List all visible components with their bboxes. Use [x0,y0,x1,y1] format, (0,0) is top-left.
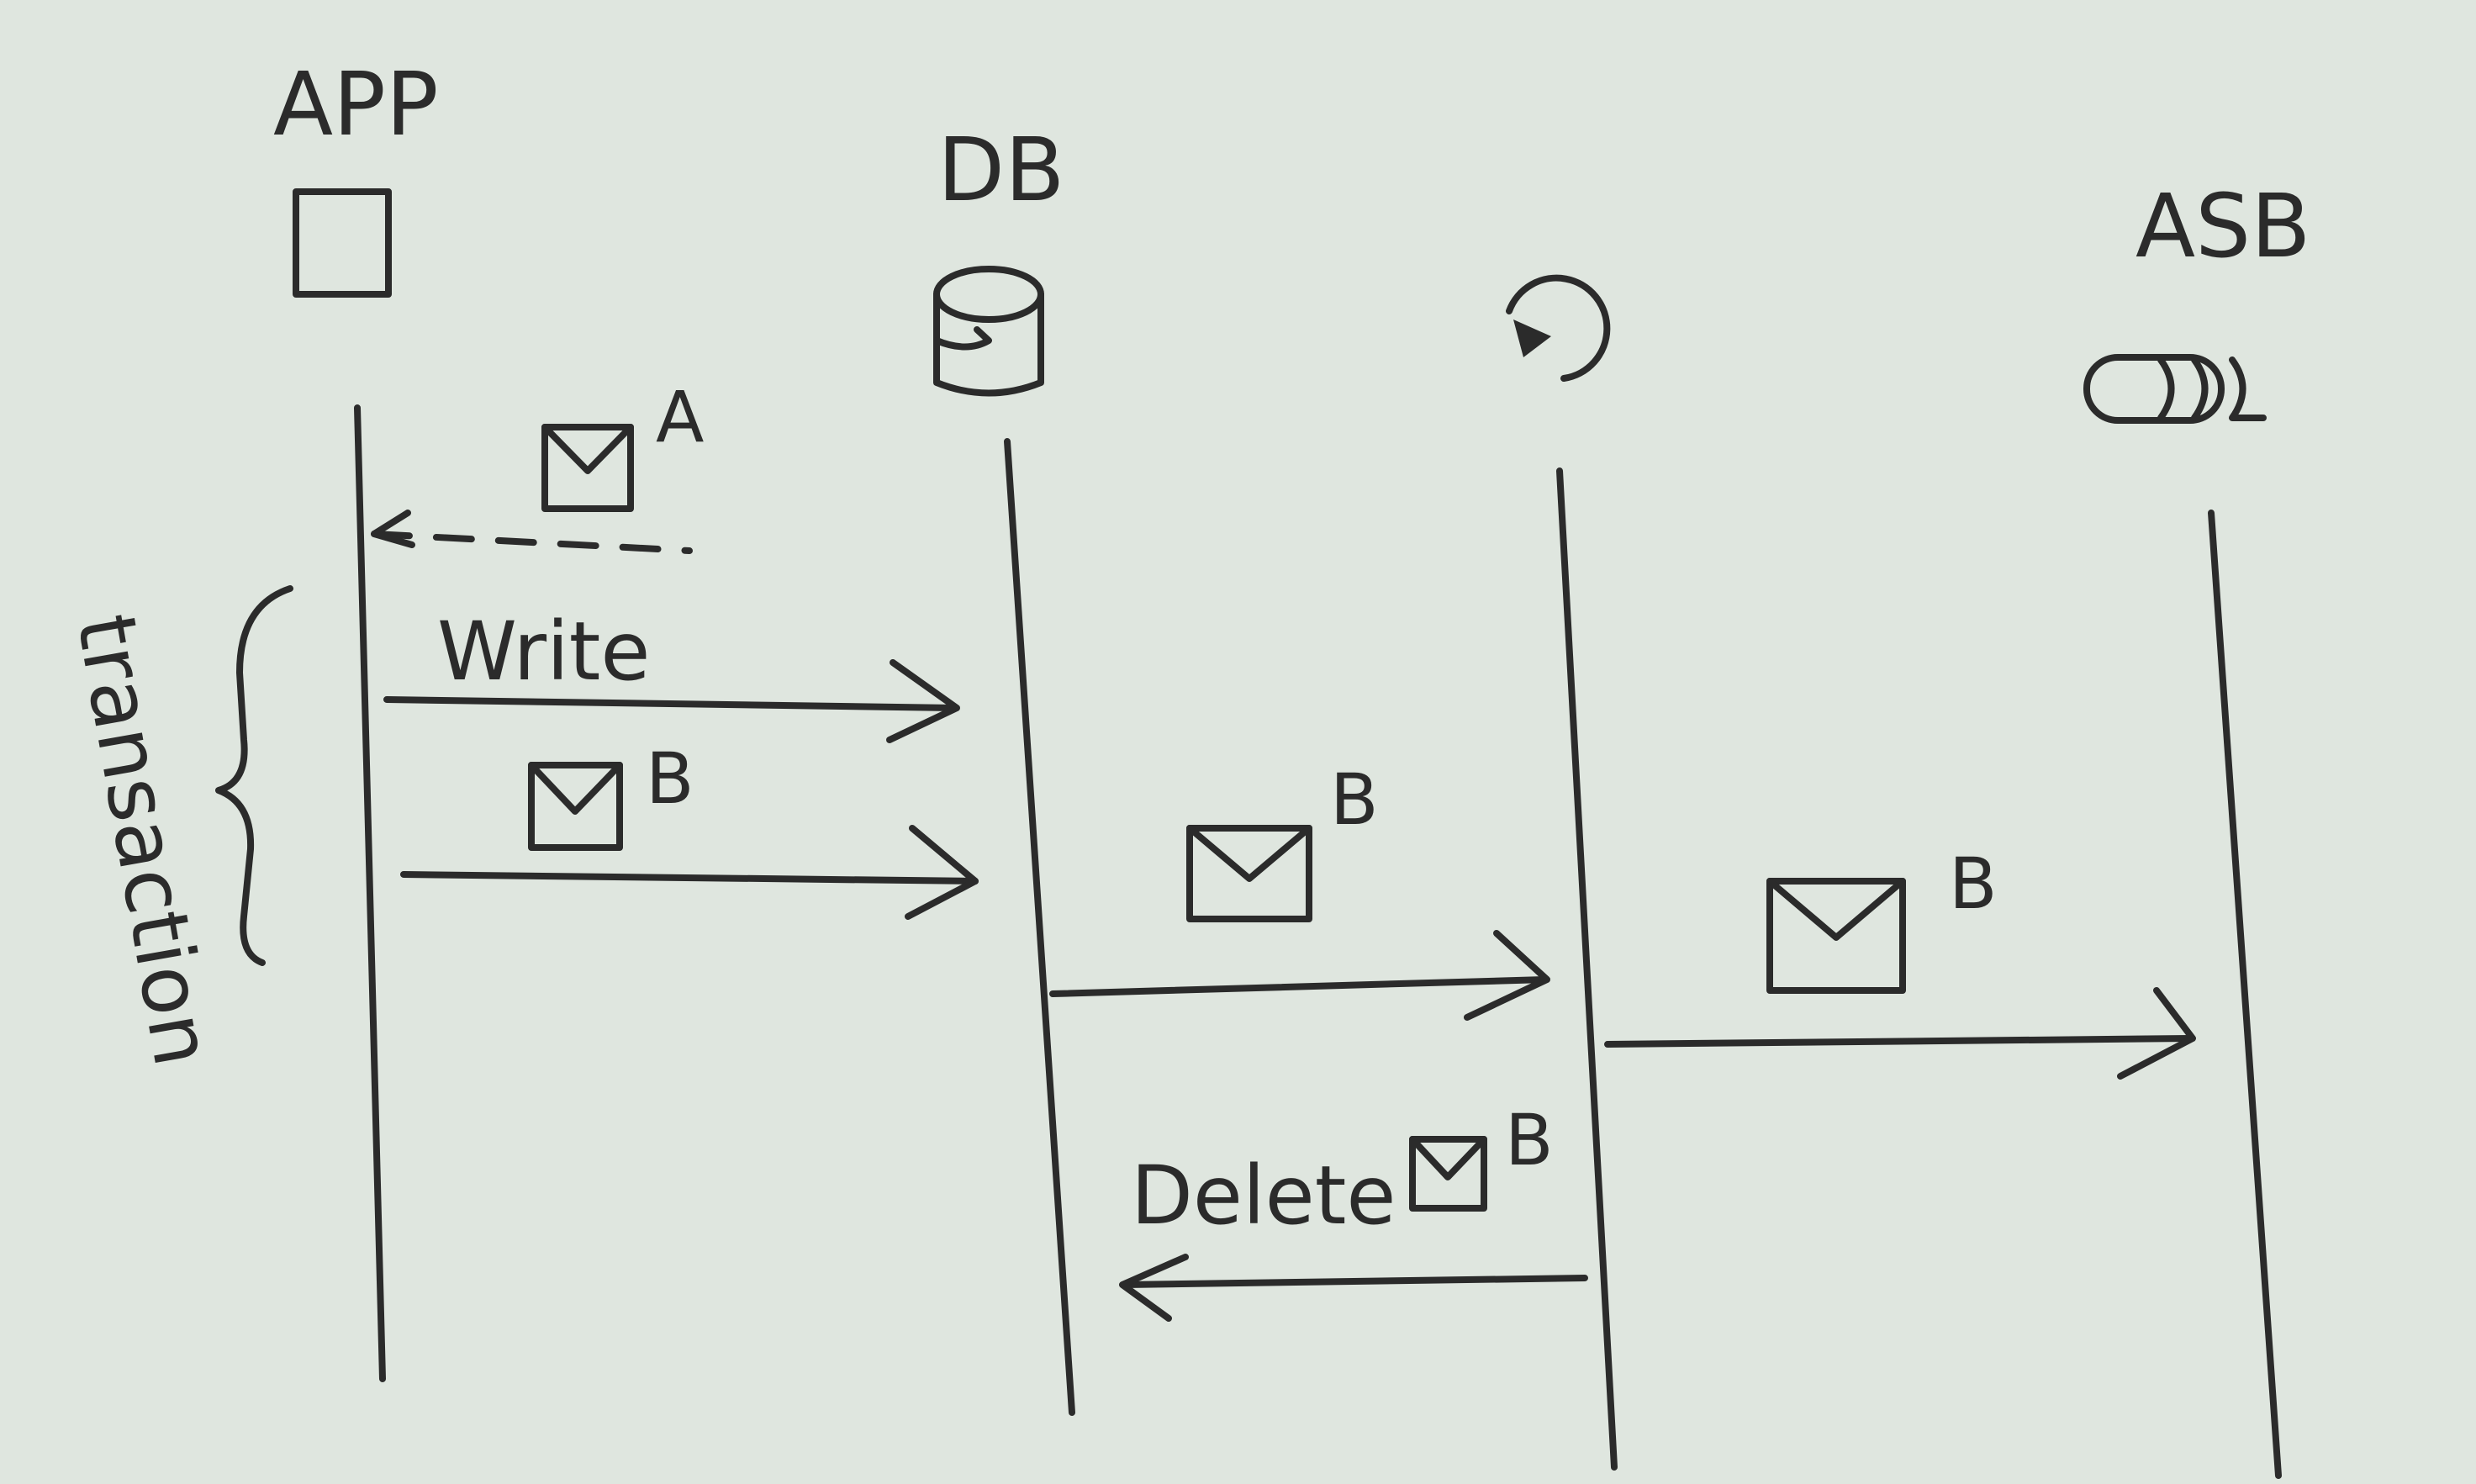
participant-db: DB [933,119,1064,397]
lifelines [354,404,2282,1479]
asb-label: ASB [2135,175,2311,277]
relay-message-b-label: B [1330,758,1379,841]
lifeline-asb [2208,510,2282,1479]
transaction-label: transaction [58,608,230,1074]
write-arrow-line [383,696,958,711]
app-label: APP [273,53,439,156]
lifeline-relay [1556,467,1618,1471]
envelope-icon [528,762,623,851]
dashed-arrow-line [371,531,693,554]
lifeline-db [1004,438,1075,1416]
relay-arrow-line [1049,976,1549,997]
message-b-to-relay: B [1049,758,1550,1021]
write-arrow-head [886,659,960,743]
delete-arrow-line [1122,1275,1588,1288]
participant-relay [1506,274,1611,382]
message-b-arrow-line [400,871,979,885]
db-label: DB [937,119,1064,221]
envelope-icon [1766,878,1906,994]
dashed-arrow-head [371,510,415,548]
participant-app: APP [273,53,439,298]
message-b-to-asb: B [1604,842,2196,1080]
delete-arrow-head [1119,1254,1189,1322]
envelope-icon [1409,1136,1487,1212]
publish-arrow-head [2117,987,2196,1080]
asb-message-b-label: B [1949,842,1998,925]
message-a-label: A [656,376,704,458]
publish-arrow-line [1604,1035,2194,1048]
message-a-incoming: A [371,376,704,554]
queue-icon [2083,354,2267,424]
message-write: Write [383,605,960,743]
relay-arrow-head [1464,930,1550,1021]
database-cylinder-icon [933,266,1044,397]
message-b-label: B [646,737,694,820]
message-b-arrow-head [905,825,979,920]
square-icon [293,188,392,298]
envelope-icon [1186,825,1312,922]
circular-arrow-icon [1506,274,1611,382]
write-label: Write [437,605,650,699]
delete-message-b-label: B [1505,1099,1554,1181]
envelope-icon [541,424,634,512]
message-delete: Delete B [1119,1099,1588,1322]
lifeline-app [354,404,386,1382]
message-b-to-db: B [400,737,979,920]
delete-label: Delete [1131,1149,1396,1243]
participant-asb: ASB [2083,175,2311,424]
transaction-brace: transaction [58,585,293,1074]
